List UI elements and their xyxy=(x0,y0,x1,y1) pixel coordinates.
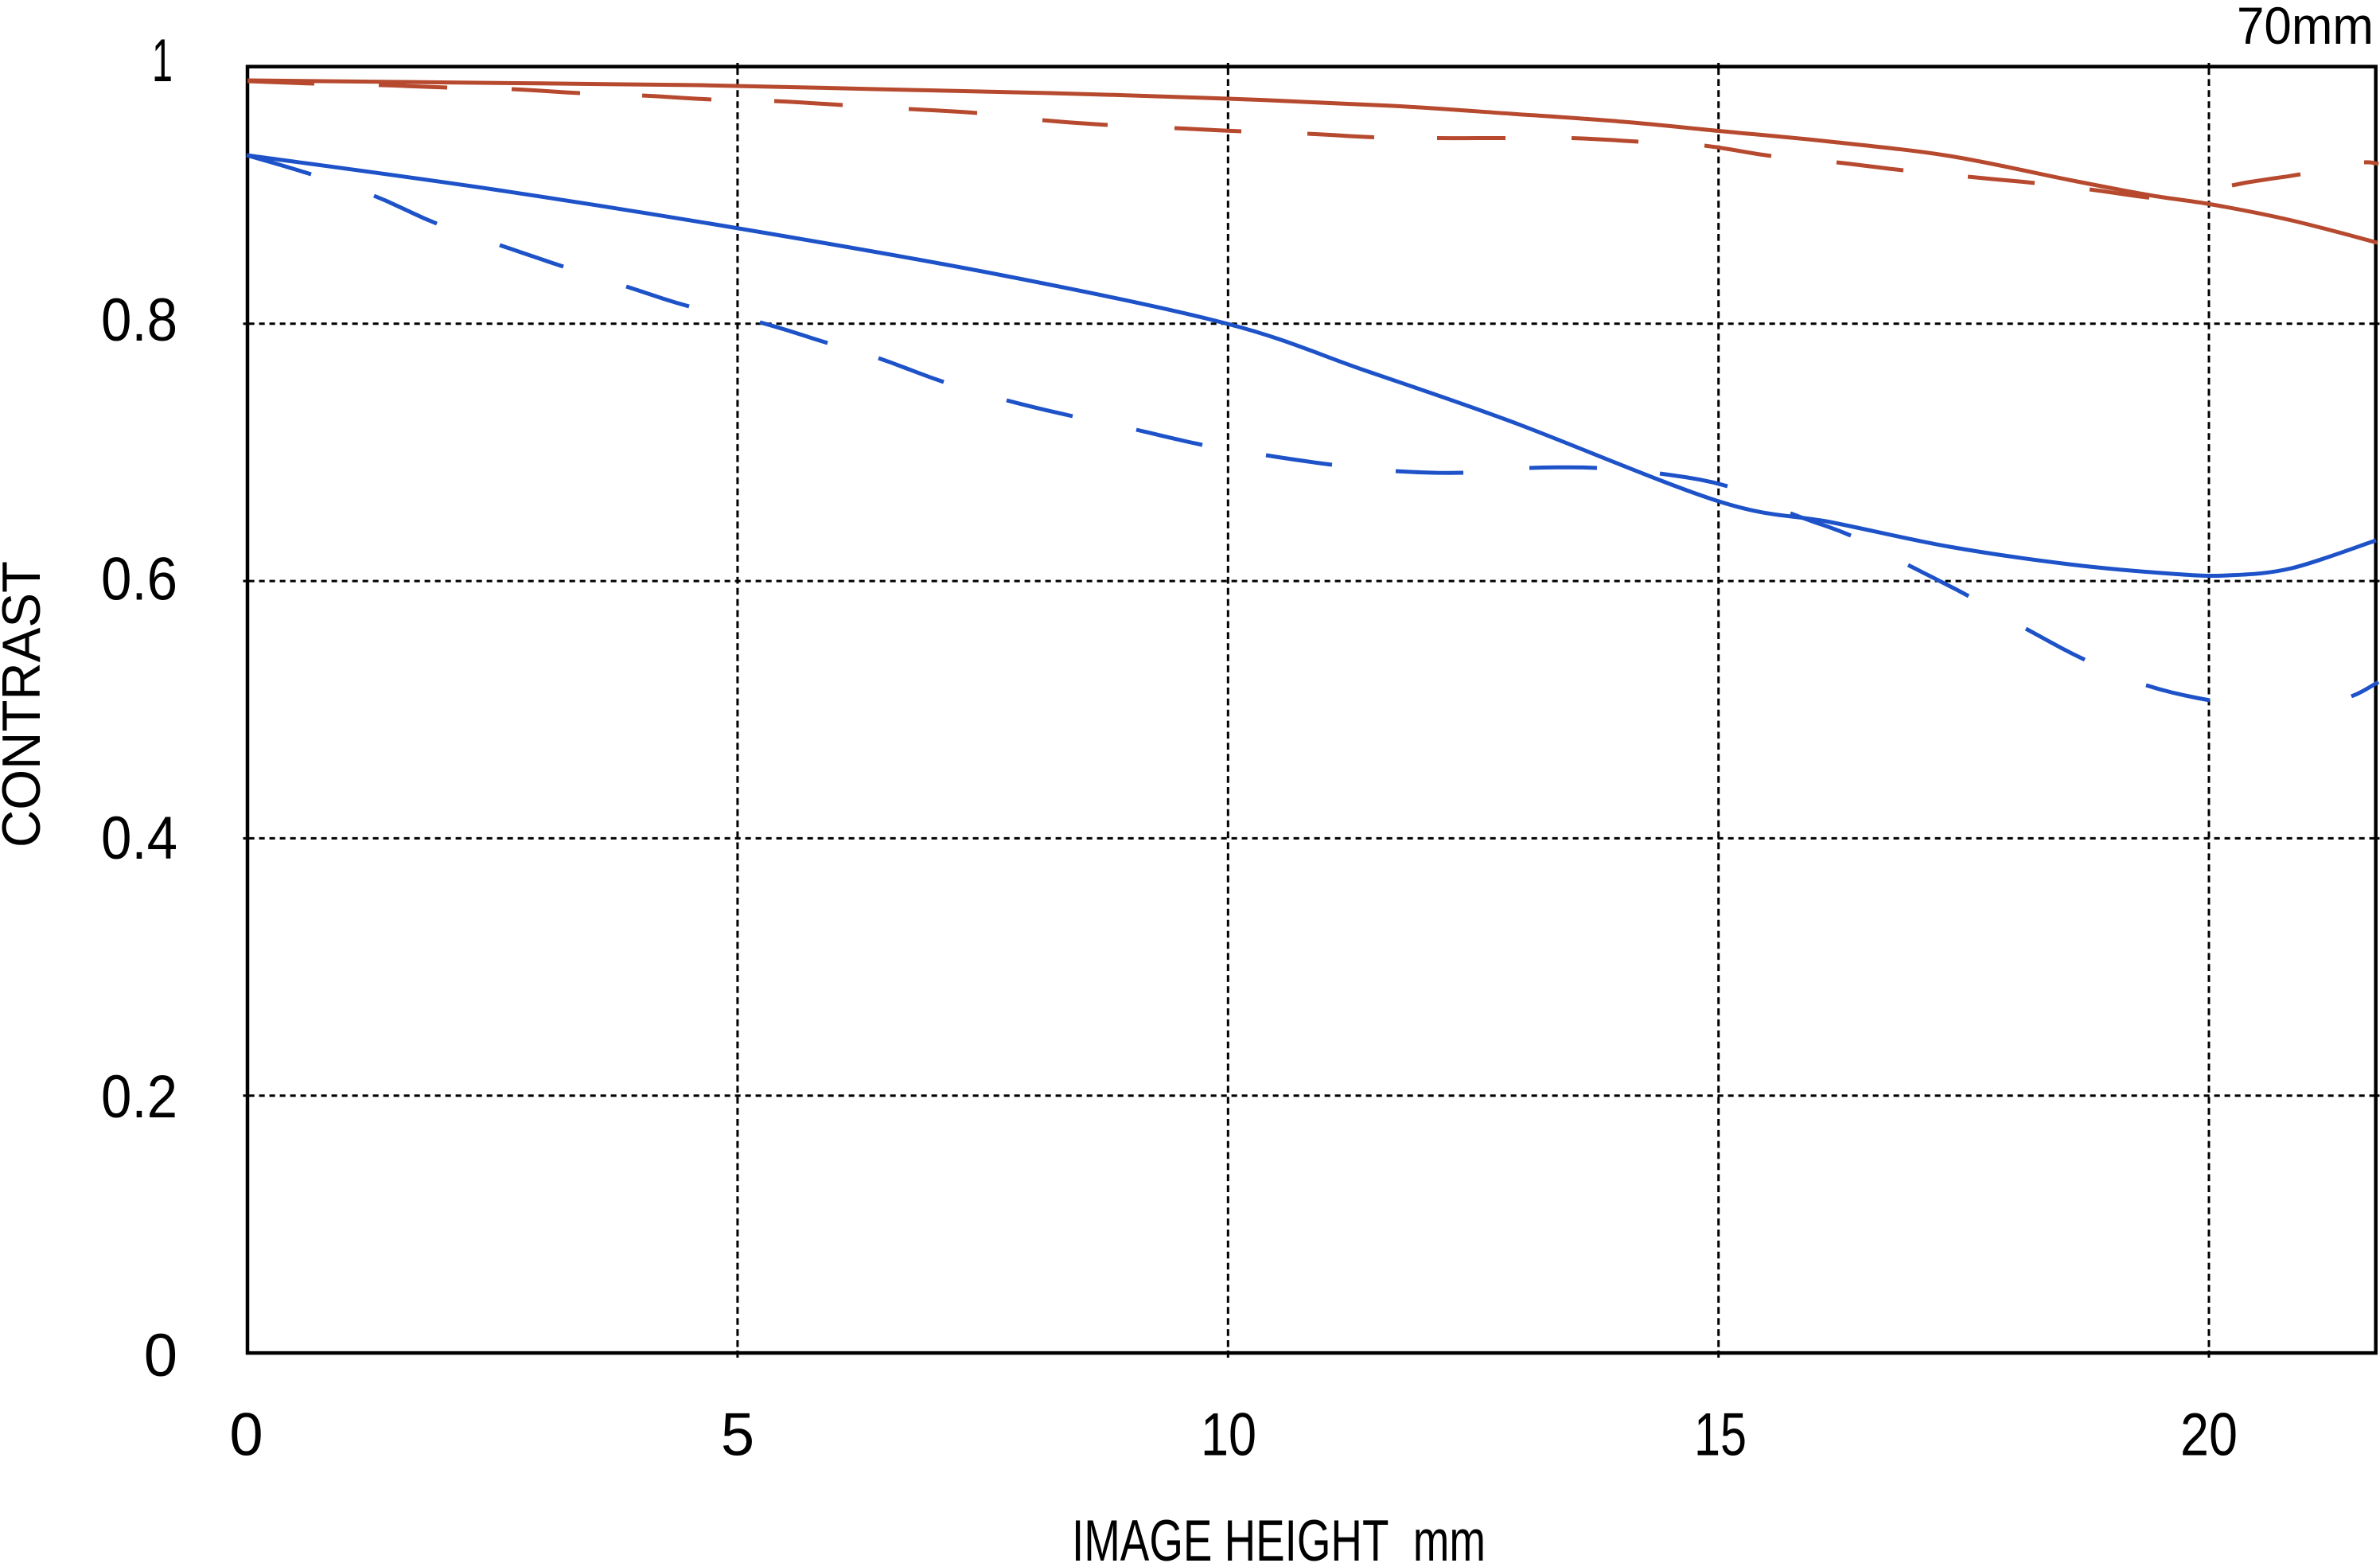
svg-text:5: 5 xyxy=(721,1401,754,1469)
svg-text:0: 0 xyxy=(229,1401,263,1469)
svg-text:CONTRAST: CONTRAST xyxy=(0,561,52,848)
svg-text:70mm: 70mm xyxy=(2237,0,2374,55)
svg-text:1: 1 xyxy=(152,27,173,95)
svg-text:0.8: 0.8 xyxy=(101,286,177,354)
svg-text:0: 0 xyxy=(144,1322,177,1390)
svg-text:IMAGE HEIGHT mm: IMAGE HEIGHT mm xyxy=(1072,1509,1486,1563)
svg-text:15: 15 xyxy=(1694,1401,1747,1469)
svg-text:20: 20 xyxy=(2180,1401,2238,1469)
svg-text:0.4: 0.4 xyxy=(101,805,177,872)
svg-text:0.6: 0.6 xyxy=(101,546,177,614)
svg-text:0.2: 0.2 xyxy=(101,1063,177,1131)
svg-text:10: 10 xyxy=(1201,1401,1256,1469)
